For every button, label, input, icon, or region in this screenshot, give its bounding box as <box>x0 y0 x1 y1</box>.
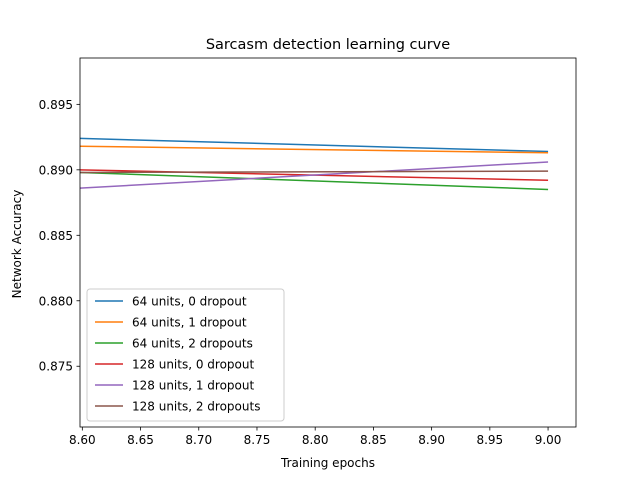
legend-label-4: 128 units, 0 dropout <box>132 358 254 372</box>
legend-box <box>86 288 285 422</box>
legend-label-5: 128 units, 1 dropout <box>132 379 254 393</box>
x-tick-label: 9.00 <box>535 433 562 447</box>
axes: 8.60 8.65 8.70 8.75 8.80 8.85 8.90 8.95 9.00 0.87… <box>39 57 577 447</box>
series-line-6 <box>80 170 549 174</box>
series-line-1 <box>80 137 549 153</box>
x-tick-label: 8.80 <box>302 433 329 447</box>
series-line-3 <box>80 171 549 191</box>
y-tick-label: 0.875 <box>39 360 73 374</box>
chart-title: Sarcasm detection learning curve <box>206 37 450 53</box>
legend-label-1: 64 units, 0 dropout <box>132 295 247 309</box>
x-tick-label: 8.75 <box>244 433 271 447</box>
legend-label-6: 128 units, 2 dropouts <box>132 400 260 414</box>
plot-area <box>80 137 549 191</box>
series-line-5 <box>80 161 549 189</box>
x-tick-label: 8.90 <box>418 433 445 447</box>
y-tick-label: 0.885 <box>39 229 73 243</box>
y-tick-label: 0.890 <box>39 163 73 177</box>
y-axis-label: Network Accuracy <box>10 190 24 299</box>
legend: 64 units, 0 dropout 64 units, 1 dropout 64… <box>86 288 285 422</box>
series-line-2 <box>80 145 549 154</box>
y-tick-label: 0.895 <box>39 98 73 112</box>
x-axis-label: Training epochs <box>280 456 375 470</box>
x-tick-label: 8.60 <box>69 433 96 447</box>
x-tick-label: 8.70 <box>185 433 212 447</box>
legend-label-2: 64 units, 1 dropout <box>132 316 247 330</box>
axes-frame <box>79 57 577 428</box>
y-tick-label: 0.880 <box>39 294 73 308</box>
x-tick-label: 8.95 <box>476 433 503 447</box>
x-tick-label: 8.65 <box>127 433 154 447</box>
legend-label-3: 64 units, 2 dropouts <box>132 337 253 351</box>
x-tick-label: 8.85 <box>360 433 387 447</box>
